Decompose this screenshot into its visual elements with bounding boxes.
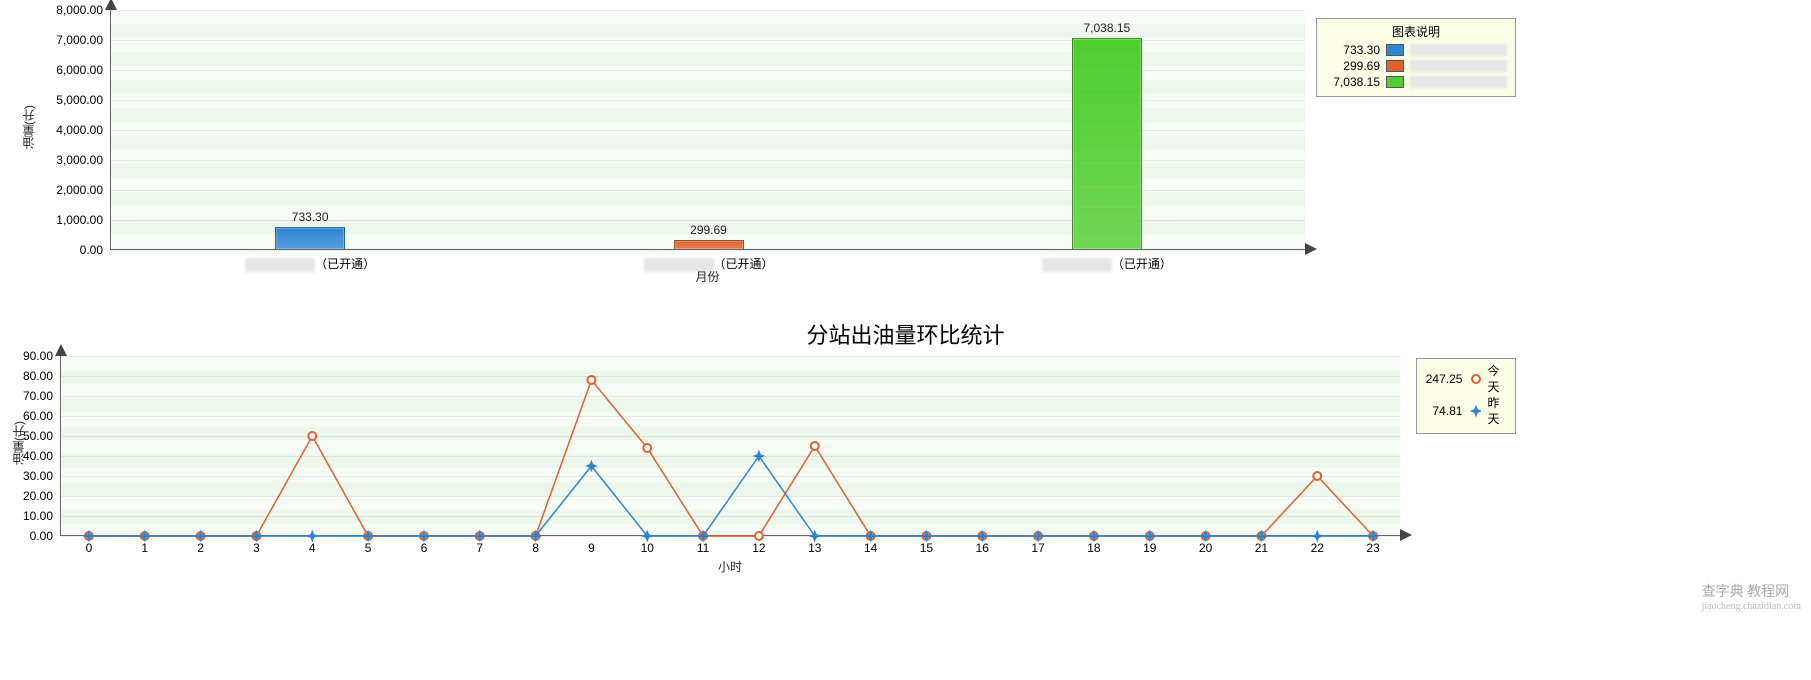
bar[interactable]: 299.69	[674, 240, 744, 249]
x-tick: 11	[697, 535, 709, 555]
x-tick: 14	[864, 535, 877, 555]
bar-value-label: 733.30	[292, 210, 329, 224]
y-tick: 70.00	[23, 389, 61, 403]
bar-value-label: 299.69	[690, 223, 727, 237]
marker-circle-icon	[1468, 372, 1481, 386]
line-chart: 油量(升) 0.0010.0020.0030.0040.0050.0060.00…	[0, 356, 1811, 616]
y-tick: 40.00	[23, 449, 61, 463]
x-tick: 8	[532, 535, 539, 555]
x-tick: 15	[920, 535, 933, 555]
bar-x-axis-label: 月份	[110, 268, 1305, 285]
x-tick: 4	[309, 535, 316, 555]
bar[interactable]: 7,038.15	[1072, 38, 1142, 249]
x-tick: 16	[976, 535, 989, 555]
legend-item[interactable]: 74.81昨天	[1425, 395, 1507, 427]
x-tick: 17	[1031, 535, 1044, 555]
x-tick: 18	[1087, 535, 1100, 555]
x-tick: 0	[86, 535, 93, 555]
y-tick: 0.00	[80, 243, 111, 257]
y-tick: 50.00	[23, 429, 61, 443]
line-series-svg	[61, 356, 1400, 535]
legend-title: 图表说明	[1325, 23, 1507, 40]
y-tick: 4,000.00	[56, 123, 111, 137]
bar-chart-legend[interactable]: 图表说明 733.30299.697,038.15	[1316, 18, 1516, 97]
line-chart-legend[interactable]: 247.25今天74.81昨天	[1416, 358, 1516, 434]
legend-item[interactable]: 733.30	[1325, 42, 1507, 58]
legend-swatch-icon	[1386, 60, 1404, 72]
legend-item[interactable]: 247.25今天	[1425, 363, 1507, 395]
legend-swatch-icon	[1386, 76, 1404, 88]
y-tick: 7,000.00	[56, 33, 111, 47]
y-tick: 10.00	[23, 509, 61, 523]
y-tick: 5,000.00	[56, 93, 111, 107]
x-axis-arrow-icon	[1305, 243, 1317, 255]
legend-item[interactable]: 299.69	[1325, 58, 1507, 74]
x-axis-arrow-icon	[1400, 529, 1412, 541]
x-tick: 3	[253, 535, 260, 555]
x-tick: 23	[1366, 535, 1379, 555]
y-tick: 2,000.00	[56, 183, 111, 197]
x-tick: 12	[752, 535, 765, 555]
line-plot-area: 0.0010.0020.0030.0040.0050.0060.0070.008…	[60, 356, 1400, 536]
bar-value-label: 7,038.15	[1083, 21, 1130, 35]
bar-chart: 油量(升) 0.001,000.002,000.003,000.004,000.…	[0, 0, 1811, 300]
x-tick: 19	[1143, 535, 1156, 555]
y-tick: 1,000.00	[56, 213, 111, 227]
legend-item[interactable]: 7,038.15	[1325, 74, 1507, 90]
x-tick: 5	[365, 535, 372, 555]
marker-circle-icon[interactable]	[811, 442, 819, 450]
y-tick: 3,000.00	[56, 153, 111, 167]
x-tick: 2	[197, 535, 204, 555]
y-tick: 90.00	[23, 349, 61, 363]
x-tick: 7	[476, 535, 483, 555]
x-tick: 6	[421, 535, 428, 555]
x-tick: 13	[808, 535, 821, 555]
legend-swatch-icon	[1386, 44, 1404, 56]
watermark: 查字典 教程网 jiaocheng.chazidian.com	[1702, 581, 1801, 612]
x-tick: 22	[1311, 535, 1324, 555]
x-tick: 20	[1199, 535, 1212, 555]
marker-star-icon	[1468, 404, 1481, 418]
line-chart-title: 分站出油量环比统计	[0, 318, 1811, 350]
y-tick: 20.00	[23, 489, 61, 503]
x-tick: 9	[588, 535, 595, 555]
marker-circle-icon[interactable]	[587, 376, 595, 384]
marker-circle-icon[interactable]	[643, 444, 651, 452]
bar-plot-area: 0.001,000.002,000.003,000.004,000.005,00…	[110, 10, 1305, 250]
y-tick: 6,000.00	[56, 63, 111, 77]
y-tick: 0.00	[30, 529, 61, 543]
bar[interactable]: 733.30	[275, 227, 345, 249]
y-tick: 30.00	[23, 469, 61, 483]
y-tick: 80.00	[23, 369, 61, 383]
x-tick: 1	[141, 535, 148, 555]
y-tick: 60.00	[23, 409, 61, 423]
y-tick: 8,000.00	[56, 3, 111, 17]
series-line	[89, 380, 1373, 536]
x-tick: 21	[1255, 535, 1268, 555]
x-tick: 10	[641, 535, 654, 555]
bar-y-axis-label: 油量(升)	[20, 105, 37, 149]
line-x-axis-label: 小时	[60, 558, 1400, 575]
